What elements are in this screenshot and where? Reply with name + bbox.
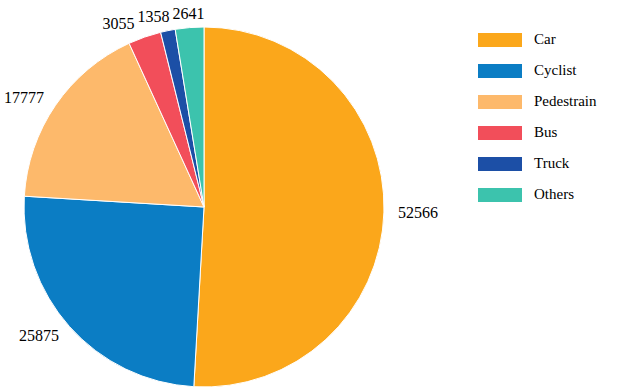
svg-text:52566: 52566: [398, 204, 438, 221]
svg-text:17777: 17777: [8, 89, 44, 106]
html-text:Cyclist: Cyclist: [534, 62, 577, 78]
svg-text:1358: 1358: [137, 8, 169, 25]
html-text:Others: Others: [534, 186, 574, 202]
html-text:Car: Car: [534, 31, 556, 47]
html-text:Bus: Bus: [534, 124, 558, 140]
html-text:Pedestrain: Pedestrain: [534, 93, 597, 109]
svg-text:2641: 2641: [172, 5, 204, 22]
html-text:Truck: Truck: [534, 155, 570, 171]
svg-text:25875: 25875: [19, 327, 59, 344]
svg-text:3055: 3055: [102, 15, 134, 32]
